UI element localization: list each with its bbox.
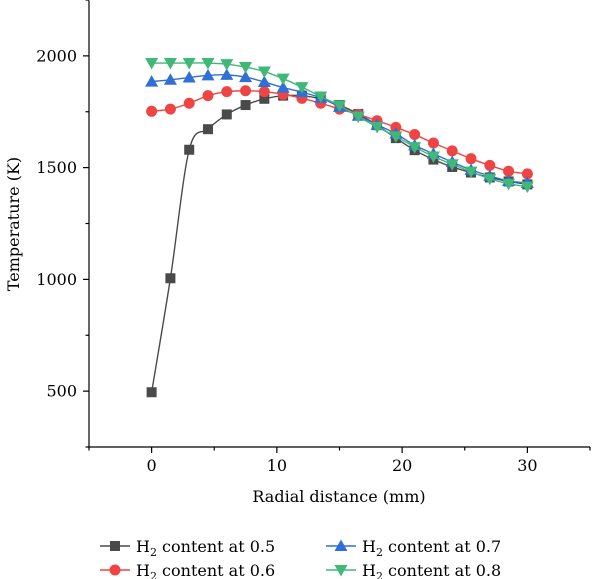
series-4 (145, 58, 534, 194)
legend-label: H2 content at 0.5 (136, 537, 275, 559)
series-line (150, 94, 528, 393)
data-point (446, 145, 458, 157)
data-point (145, 58, 159, 70)
data-point (351, 111, 365, 124)
data-point (465, 153, 477, 165)
data-point (258, 86, 270, 98)
data-point (146, 387, 157, 398)
y-axis-title: Temperature (K) (4, 157, 23, 291)
legend-item: H2 content at 0.7 (326, 537, 501, 559)
legend: H2 content at 0.5 H2 content at 0.6 H2 con… (100, 537, 501, 579)
legend-marker (109, 564, 121, 576)
data-point (464, 166, 478, 179)
data-point (503, 165, 515, 177)
data-point (257, 66, 271, 79)
y-tick-label: 1000 (36, 270, 77, 289)
y-tick-label: 500 (46, 382, 77, 401)
data-point (295, 82, 309, 94)
data-point (201, 68, 215, 81)
legend-marker (334, 565, 348, 577)
data-point (221, 109, 232, 120)
data-point (165, 273, 176, 284)
data-point (183, 97, 195, 109)
data-point (145, 75, 159, 87)
data-point (202, 90, 214, 102)
data-point (163, 58, 177, 70)
data-point (184, 144, 195, 155)
series-layer (145, 58, 534, 398)
data-point (409, 129, 421, 141)
data-point (240, 85, 252, 97)
legend-label: H2 content at 0.6 (136, 561, 275, 579)
data-point (182, 58, 196, 70)
data-point (389, 131, 403, 143)
legend-marker (334, 539, 348, 551)
data-point (240, 100, 251, 111)
y-tick-label: 2000 (36, 46, 77, 65)
data-point (502, 178, 516, 191)
data-point (259, 93, 270, 104)
data-point (276, 81, 290, 93)
y-ticks: 500 1000 1500 2000 (36, 0, 89, 448)
series-1 (146, 90, 533, 398)
data-point (427, 137, 439, 149)
data-point (164, 103, 176, 115)
legend-item: H2 content at 0.8 (326, 561, 501, 579)
data-point (220, 59, 234, 71)
data-point (445, 159, 459, 171)
data-point (201, 58, 215, 70)
legend-label: H2 content at 0.8 (362, 561, 501, 579)
x-tick-label: 20 (392, 456, 412, 475)
legend-marker (110, 541, 120, 551)
data-point (408, 142, 422, 154)
plot-area: 0 10 20 30 500 1000 1500 2000 (36, 0, 591, 475)
data-point (182, 71, 196, 83)
legend-label: H2 content at 0.7 (362, 537, 501, 559)
legend-item: H2 content at 0.6 (100, 561, 275, 579)
data-point (483, 173, 497, 186)
data-point (333, 100, 346, 112)
data-point (163, 73, 177, 85)
x-axis-title: Radial distance (mm) (252, 487, 425, 506)
legend-item: H2 content at 0.5 (100, 537, 275, 559)
data-point (257, 75, 271, 88)
data-point (520, 181, 534, 194)
data-point (521, 168, 533, 180)
data-point (276, 73, 290, 86)
x-ticks: 0 10 20 30 (88, 447, 591, 475)
data-point (221, 86, 233, 98)
data-point (314, 91, 328, 104)
data-point (426, 151, 440, 163)
y-tick-label: 1500 (36, 158, 77, 177)
x-tick-label: 30 (517, 456, 537, 475)
data-point (220, 68, 234, 80)
data-point (239, 70, 253, 83)
x-tick-label: 10 (267, 456, 287, 475)
data-point (484, 159, 496, 171)
x-tick-label: 0 (147, 456, 157, 475)
data-point (370, 121, 384, 134)
data-point (239, 62, 253, 74)
data-point (146, 105, 158, 117)
data-point (202, 124, 213, 135)
